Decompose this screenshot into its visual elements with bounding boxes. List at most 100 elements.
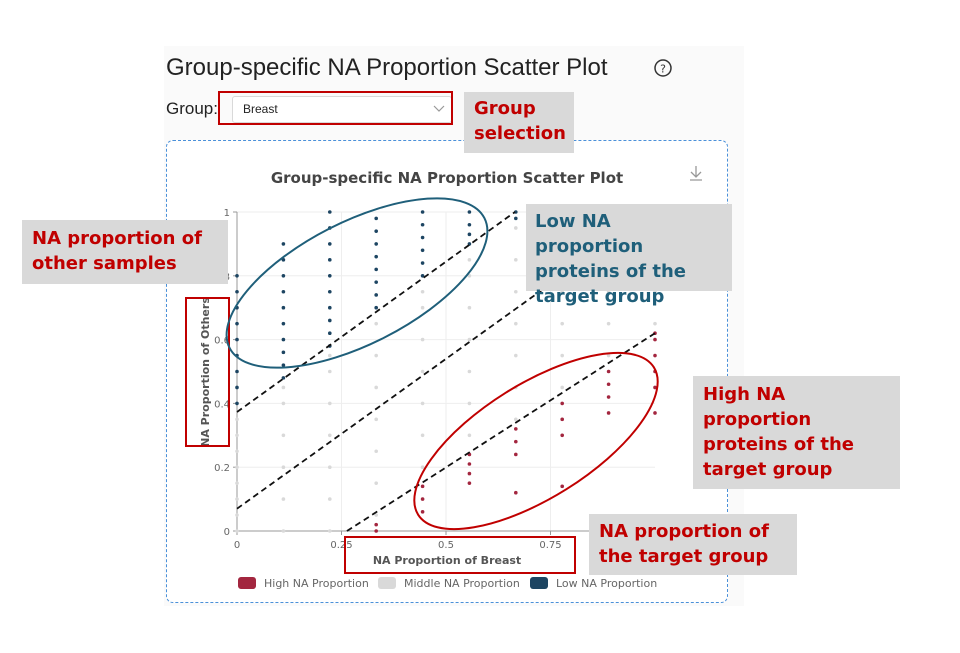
point [374, 280, 378, 284]
point [467, 369, 472, 374]
point [327, 210, 332, 214]
point [653, 321, 657, 326]
point [606, 369, 611, 374]
point [374, 417, 378, 422]
point [327, 529, 332, 533]
point [420, 289, 425, 294]
y-tick-label: 0.6 [214, 336, 230, 347]
point [514, 417, 518, 422]
point [653, 337, 657, 342]
point [420, 401, 425, 406]
point [514, 258, 518, 262]
point [420, 465, 425, 470]
chart-title: Group-specific NA Proportion Scatter Plo… [271, 169, 623, 187]
x-tick-label: 0.75 [539, 540, 561, 551]
point [514, 385, 518, 390]
point [653, 369, 657, 374]
point [374, 293, 378, 297]
point [374, 229, 378, 233]
legend-swatch [378, 577, 396, 589]
point [327, 497, 332, 501]
point [514, 289, 518, 294]
point [467, 210, 472, 214]
reference-line [236, 211, 516, 413]
point [235, 401, 239, 406]
legend-label: Middle NA Proportion [404, 577, 520, 590]
point [281, 258, 286, 262]
point [327, 433, 332, 438]
point [560, 385, 565, 390]
point [281, 337, 286, 342]
point [327, 289, 332, 294]
x-tick-label: 0 [234, 540, 240, 551]
point [327, 242, 332, 246]
help-icon[interactable]: ? [652, 57, 674, 79]
point [235, 449, 239, 454]
point [420, 484, 425, 489]
point [467, 232, 472, 237]
point [374, 513, 378, 517]
point [281, 529, 286, 533]
point [653, 411, 657, 415]
point [374, 216, 378, 221]
point [467, 462, 472, 466]
point [606, 382, 611, 387]
point [327, 369, 332, 374]
point [374, 267, 378, 272]
point [281, 242, 286, 246]
point [467, 471, 472, 476]
point [467, 258, 472, 262]
point [281, 321, 286, 326]
point [420, 433, 425, 438]
point [420, 305, 425, 310]
point [281, 465, 286, 470]
point [235, 385, 239, 390]
y-axis-label: NA Proportion of Others [199, 297, 212, 447]
point [653, 385, 657, 390]
point [560, 433, 565, 438]
point [467, 401, 472, 406]
point [235, 513, 239, 517]
y-tick-label: 0.4 [214, 399, 230, 410]
point [281, 385, 286, 390]
point [235, 465, 239, 470]
point [420, 337, 425, 342]
point [374, 481, 378, 485]
point [281, 363, 286, 367]
point [235, 353, 239, 358]
point [514, 353, 518, 358]
point [281, 497, 286, 501]
point [281, 289, 286, 294]
point [235, 529, 239, 533]
x-tick-label: 0.25 [330, 540, 352, 551]
x-tick-label: 0.5 [438, 540, 454, 551]
point [235, 481, 239, 485]
legend-label: High NA Proportion [264, 577, 369, 590]
point [235, 337, 239, 342]
group-label: Group: [166, 99, 218, 118]
point [420, 235, 425, 240]
point [374, 242, 378, 246]
point [467, 433, 472, 438]
point [327, 401, 332, 406]
point [606, 411, 611, 415]
point [560, 353, 565, 358]
legend-label: Low NA Proportion [556, 577, 657, 590]
point [514, 439, 518, 444]
point [327, 226, 332, 230]
y-tick-label: 0.2 [214, 463, 230, 474]
annotation: Low NA proportion proteins of the target… [526, 204, 732, 307]
download-icon[interactable] [690, 166, 702, 181]
point [560, 401, 565, 406]
point [281, 274, 286, 278]
point [420, 248, 425, 253]
point [560, 417, 565, 422]
point [467, 274, 472, 278]
point [420, 369, 425, 374]
point [467, 222, 472, 227]
legend-swatch [238, 577, 256, 589]
point [235, 433, 239, 438]
annotation: High NA proportion proteins of the targe… [693, 376, 900, 489]
point [235, 289, 239, 294]
